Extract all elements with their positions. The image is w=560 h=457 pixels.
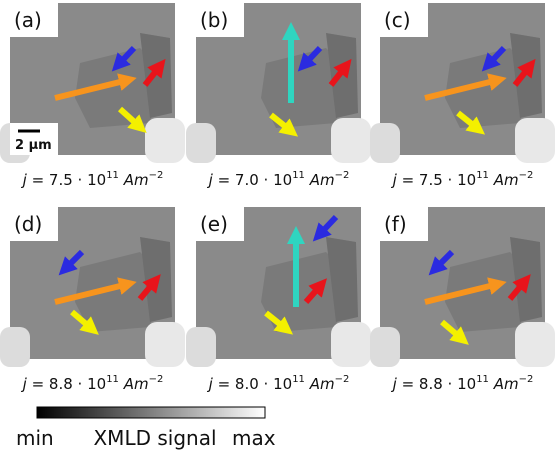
label-box [380, 207, 428, 241]
contact-pad [186, 123, 216, 163]
caption: j = 8.8 · 1011 Am−2 [21, 374, 164, 393]
arrow [303, 278, 327, 304]
panel: (a) 2 µm [0, 3, 185, 163]
contact-pad [145, 322, 185, 367]
panel-label: (d) [14, 212, 42, 236]
panel-label: (f) [384, 212, 407, 236]
arrow [507, 274, 531, 301]
arrow [440, 319, 469, 345]
panel: (c) [370, 3, 555, 163]
contact-pad [331, 322, 371, 367]
label-box [380, 3, 428, 37]
domain [261, 48, 346, 128]
caption-unit-exponent: −2 [519, 374, 534, 385]
caption-unit: Am [489, 171, 519, 189]
domain [326, 237, 358, 322]
arrow [269, 112, 299, 137]
caption: j = 7.0 · 1011 Am−2 [207, 170, 350, 189]
contact-pad [331, 118, 371, 163]
caption-symbol: j [391, 171, 398, 189]
caption-value: = 7.5 · 10 [397, 171, 476, 189]
caption-exponent: 11 [476, 170, 489, 181]
scale-label: 2 µm [15, 138, 52, 153]
caption-exponent: 11 [106, 170, 119, 181]
caption-value: = 7.5 · 10 [27, 171, 106, 189]
contact-pad [370, 327, 400, 367]
panels: (a)2 µmj = 7.5 · 1011 Am−2(b)j = 7.0 · 1… [0, 3, 555, 393]
arrow [111, 45, 137, 72]
panel-label: (c) [384, 8, 411, 32]
arrow [264, 310, 294, 335]
caption-unit: Am [119, 375, 149, 393]
caption: j = 8.8 · 1011 Am−2 [391, 374, 534, 393]
label-box [10, 207, 58, 241]
caption-exponent: 11 [292, 170, 305, 181]
caption-unit-exponent: −2 [335, 170, 350, 181]
arrow [424, 73, 507, 101]
contact-pad [0, 327, 30, 367]
caption-value: = 8.0 · 10 [213, 375, 292, 393]
contact-pad [186, 327, 216, 367]
caption-exponent: 11 [476, 374, 489, 385]
panel-label: (b) [200, 8, 228, 32]
caption-value: = 7.0 · 10 [213, 171, 292, 189]
arrow [424, 277, 507, 305]
panel: (f) [370, 207, 555, 367]
arrow [117, 106, 147, 134]
caption-exponent: 11 [106, 374, 119, 385]
contact-pad [145, 118, 185, 163]
caption-exponent: 11 [292, 374, 305, 385]
arrow [328, 58, 352, 87]
caption-value: = 8.8 · 10 [27, 375, 106, 393]
arrow [137, 274, 161, 301]
contact-pad [370, 123, 400, 163]
caption-unit: Am [119, 171, 149, 189]
scale-box [10, 123, 58, 155]
caption-unit-exponent: −2 [149, 374, 164, 385]
panel: (d) [0, 207, 185, 367]
contact-pad [515, 118, 555, 163]
caption-unit: Am [489, 375, 519, 393]
arrow [312, 214, 339, 242]
arrow [297, 45, 323, 72]
caption-unit-exponent: −2 [149, 170, 164, 181]
caption-symbol: j [207, 171, 214, 189]
caption: j = 8.0 · 1011 Am−2 [207, 374, 350, 393]
contact-pad [515, 322, 555, 367]
arrow [512, 58, 536, 87]
panel-label: (e) [200, 212, 228, 236]
label-box [10, 3, 58, 37]
arrow [54, 277, 137, 305]
caption-symbol: j [391, 375, 398, 393]
panel-label: (a) [14, 8, 42, 32]
arrow [142, 58, 166, 87]
arrow [54, 73, 137, 101]
caption-unit: Am [305, 171, 335, 189]
caption-unit: Am [305, 375, 335, 393]
arrow [428, 249, 455, 276]
caption-symbol: j [207, 375, 214, 393]
caption-symbol: j [21, 171, 28, 189]
colorbar-title: XMLD signal [93, 426, 216, 450]
arrow [481, 45, 507, 72]
colorbar-max: max [232, 426, 276, 450]
colorbar [36, 406, 266, 419]
colorbar-min: min [16, 426, 54, 450]
arrow [456, 110, 486, 135]
label-box [196, 207, 244, 241]
arrow [70, 309, 99, 335]
panel: (b) [186, 3, 371, 163]
caption: j = 7.5 · 1011 Am−2 [391, 170, 534, 189]
caption: j = 7.5 · 1011 Am−2 [21, 170, 164, 189]
domain [261, 252, 346, 332]
caption-symbol: j [21, 375, 28, 393]
caption-unit-exponent: −2 [335, 374, 350, 385]
panel: (e) [186, 207, 371, 367]
label-box [196, 3, 244, 37]
caption-unit-exponent: −2 [519, 170, 534, 181]
caption-value: = 8.8 · 10 [397, 375, 476, 393]
arrow [58, 249, 85, 276]
